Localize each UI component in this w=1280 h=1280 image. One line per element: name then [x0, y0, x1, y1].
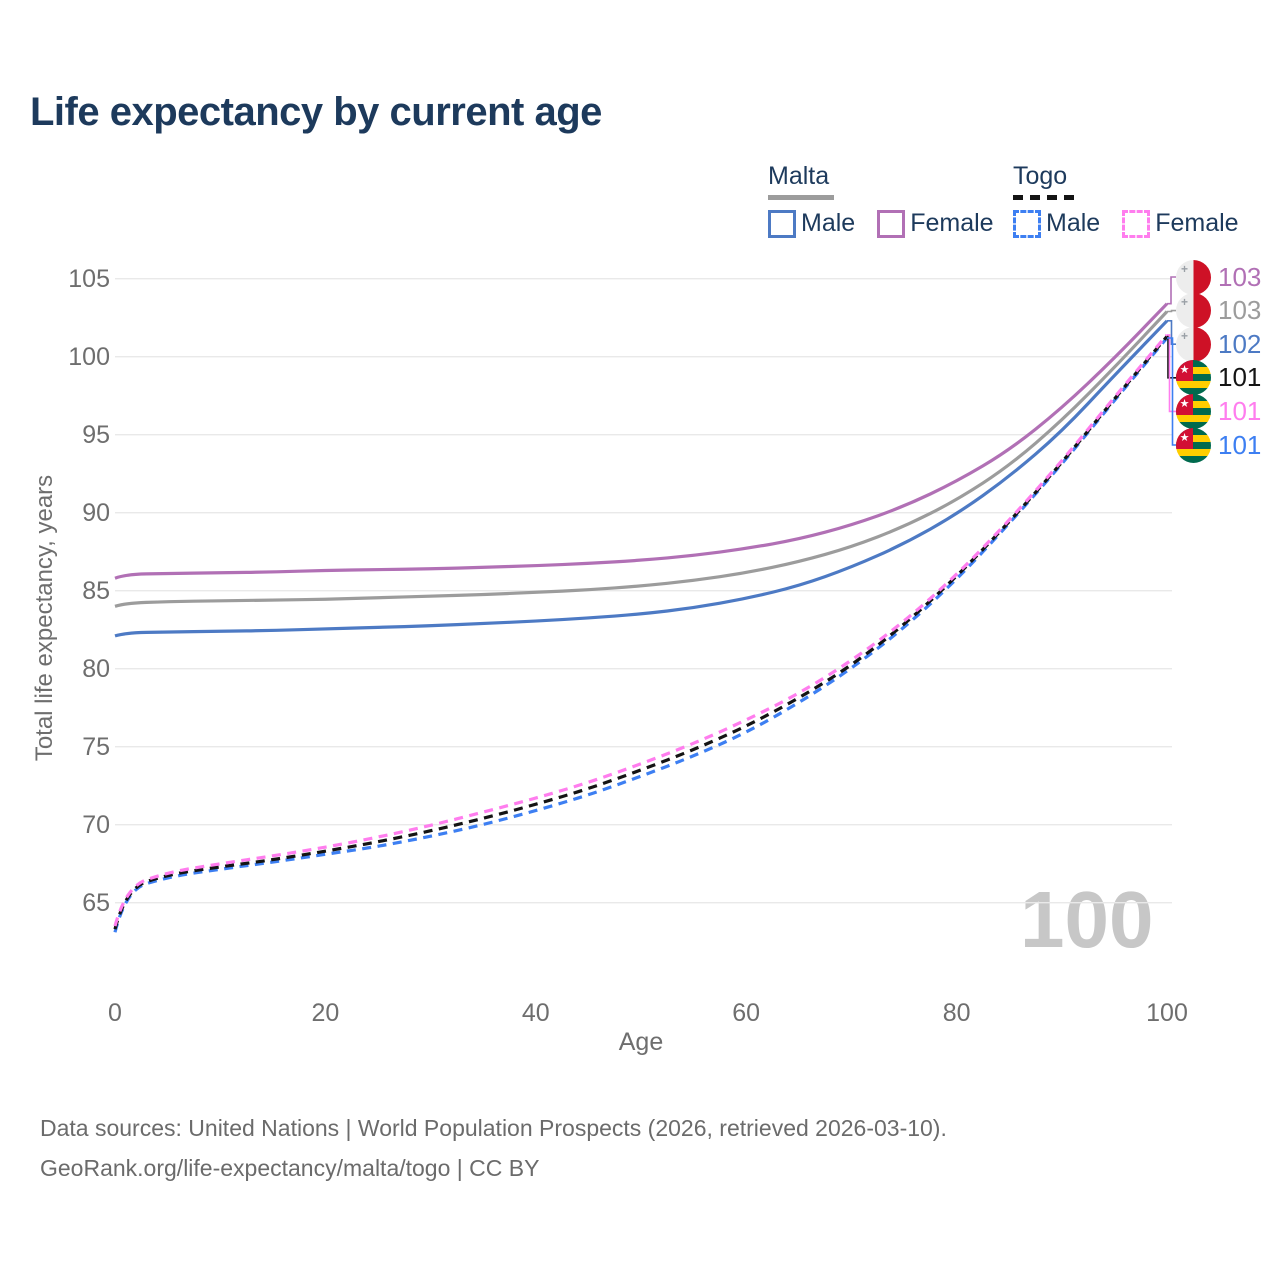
legend-item-malta-male[interactable]: Male: [801, 209, 856, 237]
togo-canton: ★: [1176, 427, 1193, 449]
series-end-label: +102: [1176, 326, 1262, 362]
togo-canton: ★: [1176, 393, 1193, 415]
malta-flag-icon: +: [1176, 293, 1211, 329]
legend-group-togo: Togo Male Female: [1013, 162, 1261, 238]
series-line-togo-both-sexes: [113, 335, 1169, 930]
togo-flag-icon: ★: [1176, 393, 1211, 429]
x-tick-label: 0: [108, 999, 122, 1027]
y-tick-label: 85: [82, 576, 110, 605]
legend-underline-solid: [768, 195, 834, 200]
end-value: 101: [1218, 429, 1262, 460]
series-end-label: +103: [1176, 293, 1262, 329]
x-tick-label: 100: [1146, 999, 1188, 1027]
y-tick-label: 100: [68, 342, 110, 371]
legend-swatch-togo-female[interactable]: [1122, 209, 1151, 238]
y-tick-label: 70: [82, 810, 110, 839]
star-icon: ★: [1179, 397, 1190, 410]
george-cross-icon: +: [1181, 261, 1189, 276]
leader-line: [1167, 337, 1176, 446]
attribution-line: GeoRank.org/life-expectancy/malta/togo |…: [40, 1155, 540, 1181]
end-value: 101: [1218, 395, 1262, 426]
legend-group-malta: Malta Male Female: [768, 162, 1016, 238]
star-icon: ★: [1179, 364, 1190, 377]
footer: Data sources: United Nations | World Pop…: [40, 1108, 947, 1188]
malta-flag-icon: +: [1176, 259, 1211, 295]
george-cross-icon: +: [1181, 295, 1189, 310]
end-value: 103: [1218, 261, 1262, 292]
series-line-togo-female: [113, 333, 1169, 927]
end-value: 103: [1218, 295, 1262, 326]
series-line-malta-male: [114, 319, 1169, 638]
legend-item-malta-female[interactable]: Female: [910, 209, 994, 237]
y-tick-label: 95: [82, 420, 110, 449]
y-tick-label: 75: [82, 732, 110, 761]
togo-flag-icon: ★: [1176, 360, 1211, 396]
legend-country-malta[interactable]: Malta: [768, 162, 830, 190]
george-cross-icon: +: [1181, 328, 1189, 343]
togo-canton: ★: [1176, 360, 1193, 382]
leader-line: [1167, 320, 1176, 345]
legend-items-row: Male Female: [768, 209, 1016, 238]
series-line-malta-both-sexes: [114, 310, 1169, 608]
age-watermark: 100: [1020, 875, 1154, 964]
legend-swatch-malta-female[interactable]: [877, 209, 906, 238]
x-tick-label: 80: [942, 999, 971, 1027]
togo-flag-icon: ★: [1176, 427, 1211, 463]
legend-country-togo[interactable]: Togo: [1013, 162, 1068, 190]
x-axis-title: Age: [618, 1028, 664, 1056]
legend-item-togo-female[interactable]: Female: [1155, 209, 1239, 237]
y-axis-title: Total life expectancy, years: [31, 474, 58, 762]
legend-swatch-togo-male[interactable]: [1013, 209, 1041, 238]
series-end-label: ★ 101: [1176, 393, 1262, 429]
y-tick-label: 90: [82, 498, 110, 527]
x-tick-label: 40: [521, 999, 550, 1027]
series-line-malta-female: [114, 302, 1169, 580]
page-title: Life expectancy by current age: [30, 90, 602, 134]
leader-line: [1167, 309, 1176, 313]
series-end-label: ★ 101: [1176, 427, 1262, 463]
end-value: 102: [1218, 328, 1262, 359]
malta-flag-icon: +: [1176, 326, 1211, 362]
y-tick-label: 105: [68, 264, 110, 293]
legend-items-row: Male Female: [1013, 209, 1261, 238]
y-tick-label: 65: [82, 888, 110, 917]
y-tick-label: 80: [82, 654, 110, 683]
end-value: 101: [1218, 362, 1262, 393]
x-tick-label: 60: [732, 999, 761, 1027]
leader-line: [1167, 276, 1176, 305]
legend-swatch-malta-male[interactable]: [768, 209, 796, 238]
series-line-togo-male: [113, 336, 1169, 933]
legend-item-togo-male[interactable]: Male: [1046, 209, 1101, 237]
x-tick-label: 20: [311, 999, 340, 1027]
star-icon: ★: [1179, 431, 1190, 444]
data-source-line: Data sources: United Nations | World Pop…: [40, 1115, 947, 1141]
series-end-label: ★ 101: [1176, 360, 1262, 396]
series-end-label: +103: [1176, 259, 1262, 295]
legend-underline-dashed: [1013, 195, 1077, 200]
